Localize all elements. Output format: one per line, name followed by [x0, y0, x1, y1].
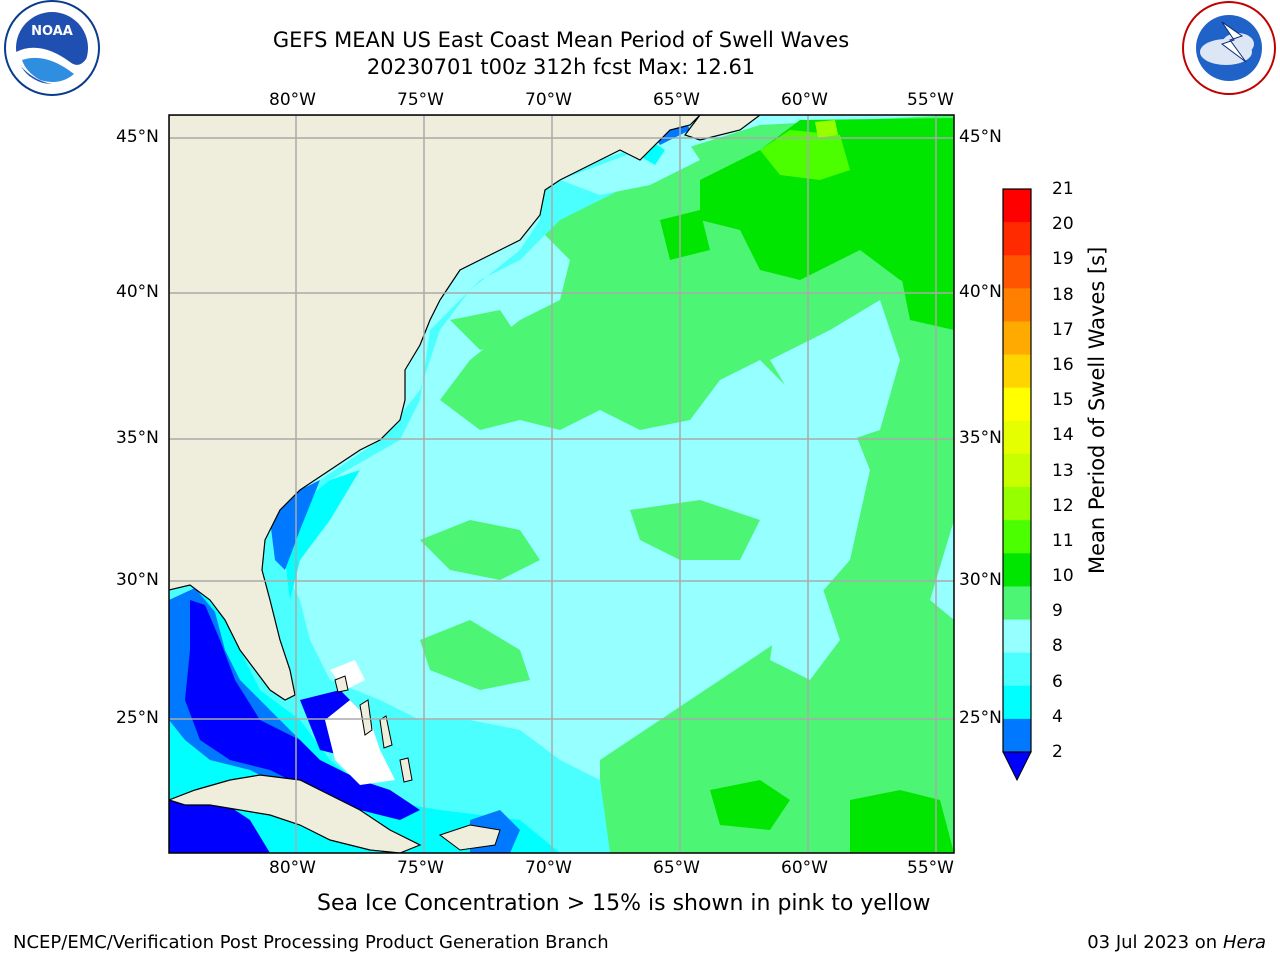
footer-machine: Hera [1222, 932, 1266, 953]
colorbar-swatch [1003, 255, 1031, 289]
lon-label-bottom: 60°W [781, 858, 828, 878]
lon-label-bottom: 70°W [525, 858, 572, 878]
lat-label-left: 30°N [116, 570, 159, 590]
swell-region-11-12s [760, 130, 850, 180]
colorbar-swatch [1003, 420, 1031, 455]
land-cuba [169, 774, 422, 853]
swell-region-10-11s [700, 118, 954, 300]
colorbar-swatch [1003, 222, 1031, 256]
colorbar-swatch [1003, 354, 1031, 389]
colorbar-swatch [1003, 321, 1031, 356]
colorbar-label: Mean Period of Swell Waves [s] [1085, 246, 1109, 574]
lon-label-top: 70°W [525, 90, 572, 110]
land-usa [169, 115, 701, 701]
footer-date: 03 Jul 2023 on Hera [1087, 932, 1266, 954]
lon-label-bottom: 75°W [397, 858, 444, 878]
colorbar-tick-label: 11 [1052, 530, 1074, 551]
swell-period-map [168, 114, 955, 854]
colorbar-tick-label: 14 [1052, 425, 1074, 446]
colorbar-tick-label: 4 [1052, 706, 1063, 727]
colorbar-swatch [1003, 586, 1031, 621]
lat-label-left: 35°N [116, 428, 159, 448]
colorbar-swatch [1003, 520, 1031, 554]
colorbar-tick-label: 18 [1052, 284, 1074, 305]
lon-label-top: 75°W [397, 90, 444, 110]
colorbar-swatch [1003, 685, 1031, 720]
colorbar-tick-label: 21 [1052, 179, 1074, 199]
colorbar-tick-label: 8 [1052, 636, 1063, 657]
no-data-region [325, 700, 395, 785]
colorbar-swatch [1003, 553, 1031, 587]
lat-label-right: 30°N [959, 570, 1002, 590]
chart-title: GEFS MEAN US East Coast Mean Period of S… [272, 28, 850, 52]
colorbar-tick-label: 10 [1052, 566, 1074, 587]
colorbar-tick-label: 12 [1052, 495, 1074, 516]
colorbar-tick-label: 2 [1052, 742, 1063, 762]
colorbar-tick-label: 19 [1052, 249, 1074, 270]
colorbar-tick-label: 16 [1052, 354, 1074, 375]
colorbar-swatch [1003, 487, 1031, 521]
chart-subtitle: 20230701 t00z 312h fcst Max: 12.61 [366, 55, 756, 79]
footer-date-text: 03 Jul 2023 on [1087, 932, 1223, 953]
colorbar-tick-label: 17 [1052, 319, 1074, 340]
lat-label-left: 25°N [116, 708, 159, 728]
colorbar-swatch [1003, 619, 1031, 654]
colorbar-swatch [1003, 652, 1031, 687]
colorbar [1002, 188, 1032, 782]
map-frame [168, 114, 955, 854]
lon-label-top: 55°W [907, 90, 954, 110]
noaa-logo-icon: NOAA [4, 0, 100, 96]
map-gridlines [169, 115, 954, 853]
colorbar-tick-label: 9 [1052, 601, 1063, 622]
colorbar-swatch [1003, 189, 1031, 223]
colorbar-tick-label: 15 [1052, 390, 1074, 411]
colorbar-swatch [1003, 387, 1031, 422]
lon-label-top: 65°W [653, 90, 700, 110]
lat-label-right: 35°N [959, 428, 1002, 448]
footer-credit: NCEP/EMC/Verification Post Processing Pr… [13, 932, 609, 953]
noaa-logo-text: NOAA [31, 24, 73, 39]
sea-ice-note: Sea Ice Concentration > 15% is shown in … [317, 891, 931, 916]
colorbar-swatch [1003, 288, 1031, 322]
lon-label-top: 60°W [781, 90, 828, 110]
nws-logo-icon [1182, 1, 1276, 95]
colorbar-tick-label: 13 [1052, 460, 1074, 481]
lat-label-left: 40°N [116, 282, 159, 302]
lon-label-bottom: 80°W [269, 858, 316, 878]
colorbar-swatch [1003, 453, 1031, 488]
swell-region-9-10s [440, 115, 954, 853]
lon-label-bottom: 65°W [653, 858, 700, 878]
lat-label-right: 25°N [959, 708, 1002, 728]
colorbar-tick-label: 6 [1052, 671, 1063, 692]
lon-label-bottom: 55°W [907, 858, 954, 878]
colorbar-tick-label: 20 [1052, 214, 1074, 235]
lat-label-right: 45°N [959, 127, 1002, 147]
colorbar-swatch [1003, 718, 1031, 753]
lat-label-left: 45°N [116, 127, 159, 147]
lat-label-right: 40°N [959, 282, 1002, 302]
lon-label-top: 80°W [269, 90, 316, 110]
